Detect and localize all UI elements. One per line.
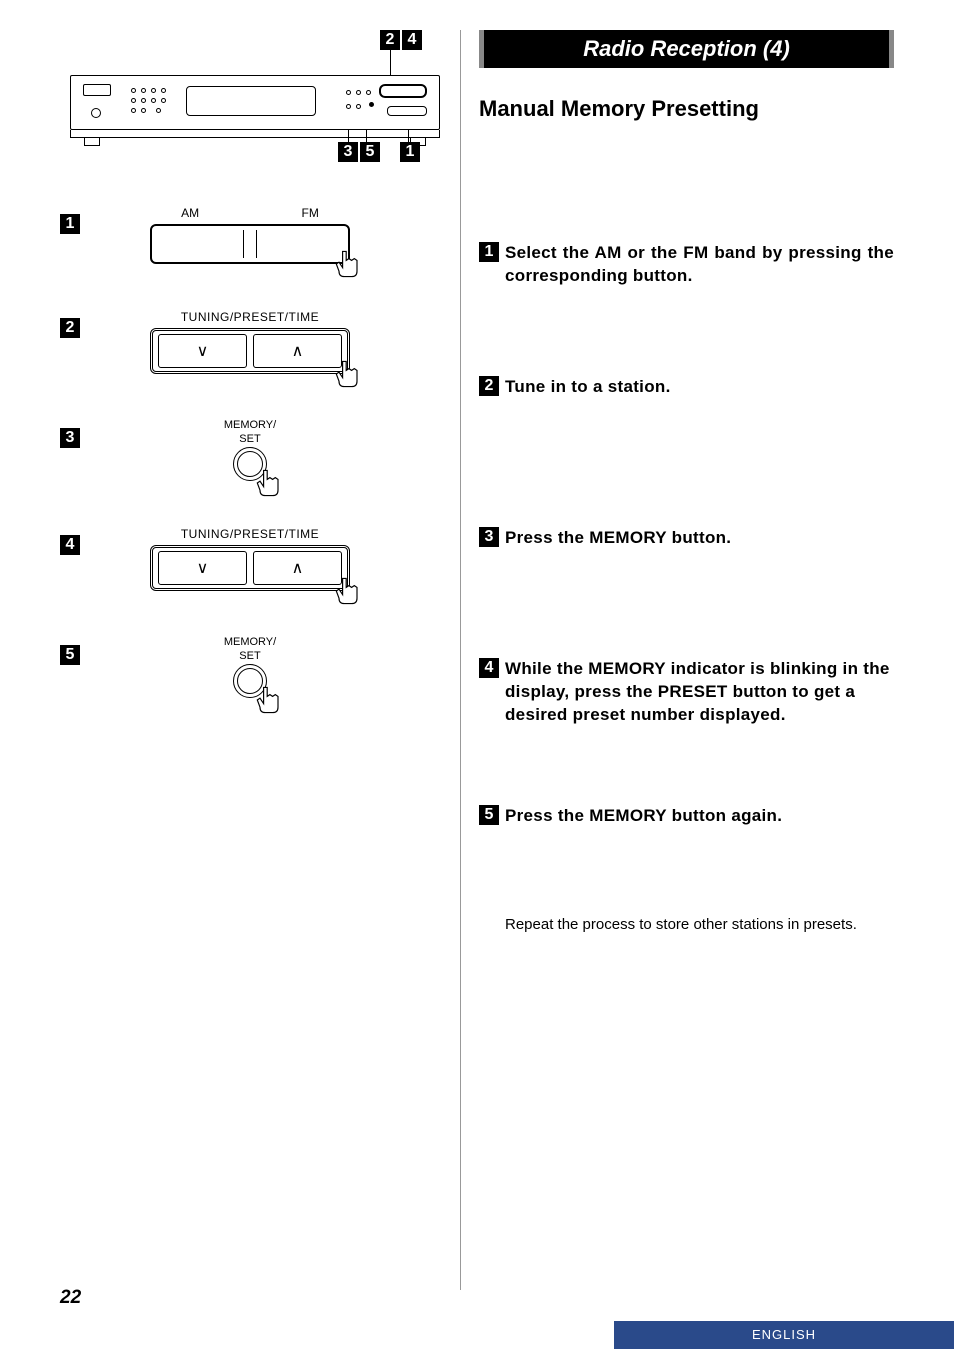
step-badge-1: 1 bbox=[479, 242, 499, 262]
tuning-label: TUNING/PRESET/TIME bbox=[130, 310, 370, 324]
step-1: 1 Select the AM or the FM band by pressi… bbox=[479, 242, 894, 288]
left-step-4: 4 TUNING/PRESET/TIME ∨ ∧ bbox=[60, 527, 460, 591]
device-base bbox=[70, 130, 440, 138]
step-4: 4 While the MEMORY indicator is blinking… bbox=[479, 658, 894, 727]
callout-2: 2 bbox=[380, 30, 400, 50]
device-foot-left bbox=[84, 138, 100, 146]
callout-group-top: 2 4 bbox=[380, 30, 422, 50]
page-title: Radio Reception (4) bbox=[479, 30, 894, 68]
am-fm-rocker[interactable] bbox=[150, 224, 350, 264]
step-text-3: Press the MEMORY button. bbox=[505, 527, 731, 550]
pointer-hand-icon bbox=[330, 246, 366, 282]
step-num-2: 2 bbox=[60, 318, 80, 338]
step-5: 5 Press the MEMORY button again. bbox=[479, 805, 894, 828]
step-badge-3: 3 bbox=[479, 527, 499, 547]
callout-4: 4 bbox=[402, 30, 422, 50]
step-text-2: Tune in to a station. bbox=[505, 376, 671, 399]
language-tab: ENGLISH bbox=[614, 1321, 954, 1349]
step-num-1: 1 bbox=[60, 214, 80, 234]
column-divider bbox=[460, 30, 461, 1290]
section-heading: Manual Memory Presetting bbox=[479, 96, 894, 122]
left-step-1: 1 AM FM bbox=[60, 206, 460, 264]
callout-1: 1 bbox=[400, 142, 420, 162]
step-badge-2: 2 bbox=[479, 376, 499, 396]
fm-label: FM bbox=[301, 206, 318, 220]
callout-group-bottom: 3 5 1 bbox=[338, 142, 420, 162]
step-text-5: Press the MEMORY button again. bbox=[505, 805, 782, 828]
step-text-1: Select the AM or the FM band by pressing… bbox=[505, 242, 894, 288]
memory-label-top-2: MEMORY/ bbox=[130, 637, 370, 649]
pointer-hand-icon bbox=[330, 573, 366, 609]
tuning-rocker[interactable]: ∨ ∧ bbox=[150, 328, 350, 374]
pointer-hand-icon bbox=[251, 682, 287, 718]
page-number: 22 bbox=[60, 1287, 81, 1309]
memory-label-bottom-2: SET bbox=[130, 651, 370, 663]
left-step-5: 5 MEMORY/ SET bbox=[60, 637, 460, 698]
step-num-4: 4 bbox=[60, 535, 80, 555]
device-diagram: 2 4 bbox=[70, 30, 440, 160]
am-label: AM bbox=[181, 206, 199, 220]
step-badge-4: 4 bbox=[479, 658, 499, 678]
tuning-label-2: TUNING/PRESET/TIME bbox=[130, 527, 370, 541]
callout-5: 5 bbox=[360, 142, 380, 162]
step-2: 2 Tune in to a station. bbox=[479, 376, 894, 399]
step-3: 3 Press the MEMORY button. bbox=[479, 527, 894, 550]
step-badge-5: 5 bbox=[479, 805, 499, 825]
leader-line bbox=[390, 50, 391, 75]
left-step-2: 2 TUNING/PRESET/TIME ∨ ∧ bbox=[60, 310, 460, 374]
pointer-hand-icon bbox=[251, 465, 287, 501]
preset-rocker[interactable]: ∨ ∧ bbox=[150, 545, 350, 591]
memory-label-bottom: SET bbox=[130, 434, 370, 446]
callout-3: 3 bbox=[338, 142, 358, 162]
step-text-4: While the MEMORY indicator is blinking i… bbox=[505, 658, 894, 727]
memory-set-button[interactable] bbox=[233, 447, 267, 481]
footnote: Repeat the process to store other statio… bbox=[505, 916, 894, 933]
device-body bbox=[70, 75, 440, 130]
memory-label-top: MEMORY/ bbox=[130, 420, 370, 432]
step-num-3: 3 bbox=[60, 428, 80, 448]
step-num-5: 5 bbox=[60, 645, 80, 665]
left-step-3: 3 MEMORY/ SET bbox=[60, 420, 460, 481]
memory-set-button-2[interactable] bbox=[233, 664, 267, 698]
pointer-hand-icon bbox=[330, 356, 366, 392]
